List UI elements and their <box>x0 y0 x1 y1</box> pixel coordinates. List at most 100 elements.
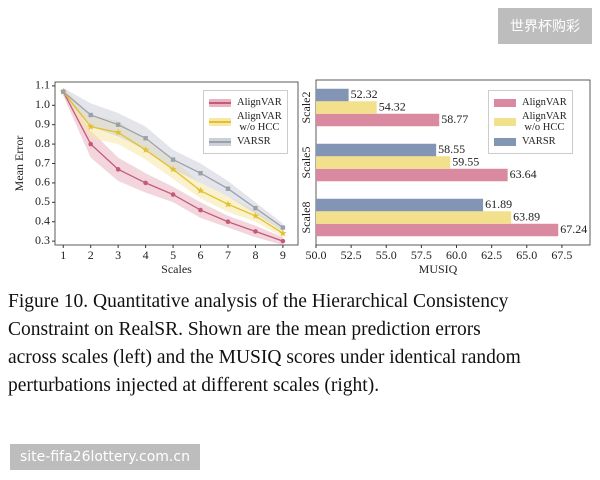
marker <box>224 200 232 208</box>
legend-label: AlignVAR w/o HCC <box>237 111 282 133</box>
legend-entry: AlignVAR <box>209 97 282 108</box>
bar <box>316 88 349 102</box>
legend-entry: AlignVAR w/o HCC <box>494 111 567 133</box>
bar-value-label: 58.77 <box>441 112 468 126</box>
marker <box>170 192 176 197</box>
marker <box>88 141 93 147</box>
bar-value-label: 67.24 <box>560 222 587 236</box>
legend-swatch <box>494 137 516 146</box>
marker <box>114 128 122 136</box>
legend: AlignVAR AlignVAR w/o HCC VARSR <box>203 90 288 154</box>
marker <box>279 229 287 237</box>
category-label: Scale2 <box>299 92 313 124</box>
x-tick-label: 50.0 <box>306 248 327 262</box>
y-tick-label: 1.1 <box>35 78 50 92</box>
x-tick-label: 3 <box>115 248 121 262</box>
marker <box>225 219 231 225</box>
x-tick-label: 9 <box>280 248 286 262</box>
legend: AlignVAR AlignVAR w/o HCC VARSR <box>488 90 573 154</box>
bar <box>316 168 508 182</box>
caption-line: Figure 10. Quantitative analysis of the … <box>8 291 509 312</box>
caption-line: perturbations injected at different scal… <box>8 375 380 396</box>
x-tick-label: 67.5 <box>551 248 572 262</box>
caption: Figure 10. Quantitative analysis of the … <box>8 288 521 400</box>
legend-label: AlignVAR <box>237 97 282 108</box>
legend-label: AlignVAR w/o HCC <box>522 111 567 133</box>
marker <box>253 229 258 234</box>
marker <box>198 207 203 213</box>
legend-swatch <box>209 98 231 107</box>
x-tick-label: 57.5 <box>411 248 432 262</box>
marker <box>198 171 203 176</box>
legend-swatch <box>209 118 231 126</box>
bar <box>316 101 377 114</box>
bar-value-label: 63.89 <box>513 209 540 223</box>
marker <box>253 205 258 211</box>
x-tick-label: 8 <box>252 248 258 262</box>
bar <box>316 198 484 212</box>
y-tick-label: 1.0 <box>35 97 50 111</box>
legend-label: AlignVAR <box>522 97 567 108</box>
bar-value-label: 58.55 <box>438 142 465 156</box>
x-tick-label: 1 <box>60 248 66 262</box>
y-tick-label: 0.3 <box>35 233 50 247</box>
error-band <box>63 87 283 245</box>
marker <box>143 180 148 186</box>
marker <box>115 122 121 127</box>
marker <box>196 186 205 194</box>
y-tick-label: 0.9 <box>35 116 50 130</box>
legend-swatch <box>494 118 516 126</box>
bar-value-label: 61.89 <box>485 197 512 211</box>
y-tick-label: 0.5 <box>35 194 50 208</box>
marker <box>225 186 231 191</box>
legend-swatch <box>494 98 516 107</box>
bar <box>316 223 559 237</box>
legend-entry: VARSR <box>494 136 567 147</box>
x-tick-label: 52.5 <box>341 248 362 262</box>
marker <box>143 136 148 141</box>
x-axis-label: MUSIQ <box>419 262 458 276</box>
legend-label: VARSR <box>237 136 271 147</box>
marker <box>61 89 66 94</box>
marker <box>170 157 176 162</box>
y-tick-label: 0.4 <box>35 213 50 227</box>
figure: 0.3 0.4 0.5 0.6 0.7 0.8 0.9 1.0 1.1 1 2 3 4 5 6 7 8 9 Scal… <box>12 78 591 276</box>
marker <box>142 146 150 153</box>
bar-value-label: 59.55 <box>452 154 479 168</box>
marker <box>115 167 121 172</box>
y-tick-label: 0.7 <box>35 155 50 169</box>
marker <box>280 225 286 230</box>
bar <box>316 156 451 169</box>
x-tick-label: 4 <box>143 248 149 262</box>
legend-swatch <box>209 137 231 146</box>
y-axis-label: Mean Error <box>12 136 26 192</box>
x-tick-label: 62.5 <box>481 248 502 262</box>
x-tick-label: 5 <box>170 248 176 262</box>
watermark: site-fifa26lottery.com.cn <box>10 444 200 470</box>
legend-label: VARSR <box>522 136 556 147</box>
bar <box>316 211 512 224</box>
marker <box>251 212 260 219</box>
caption-line: Constraint on RealSR. Shown are the mean… <box>8 319 481 340</box>
x-tick-label: 6 <box>198 248 204 262</box>
marker <box>280 238 286 244</box>
x-tick-label: 55.0 <box>376 248 397 262</box>
x-tick-label: 65.0 <box>516 248 537 262</box>
y-tick-label: 0.8 <box>35 136 50 150</box>
bar-value-label: 54.32 <box>379 99 406 113</box>
x-tick-label: 60.0 <box>446 248 467 262</box>
category-label: Scale8 <box>299 202 313 234</box>
watermark: 世界杯购彩 <box>498 8 592 44</box>
y-tick-label: 0.6 <box>35 175 50 189</box>
marker <box>87 122 95 130</box>
category-label: Scale5 <box>299 147 313 179</box>
bar-value-label: 52.32 <box>351 87 378 101</box>
x-tick-label: 2 <box>88 248 94 262</box>
bar <box>316 143 437 157</box>
bar-value-label: 63.64 <box>510 167 537 181</box>
x-tick-label: 7 <box>225 248 231 262</box>
legend-entry: VARSR <box>209 136 282 147</box>
legend-entry: AlignVAR <box>494 97 567 108</box>
marker <box>169 165 177 173</box>
